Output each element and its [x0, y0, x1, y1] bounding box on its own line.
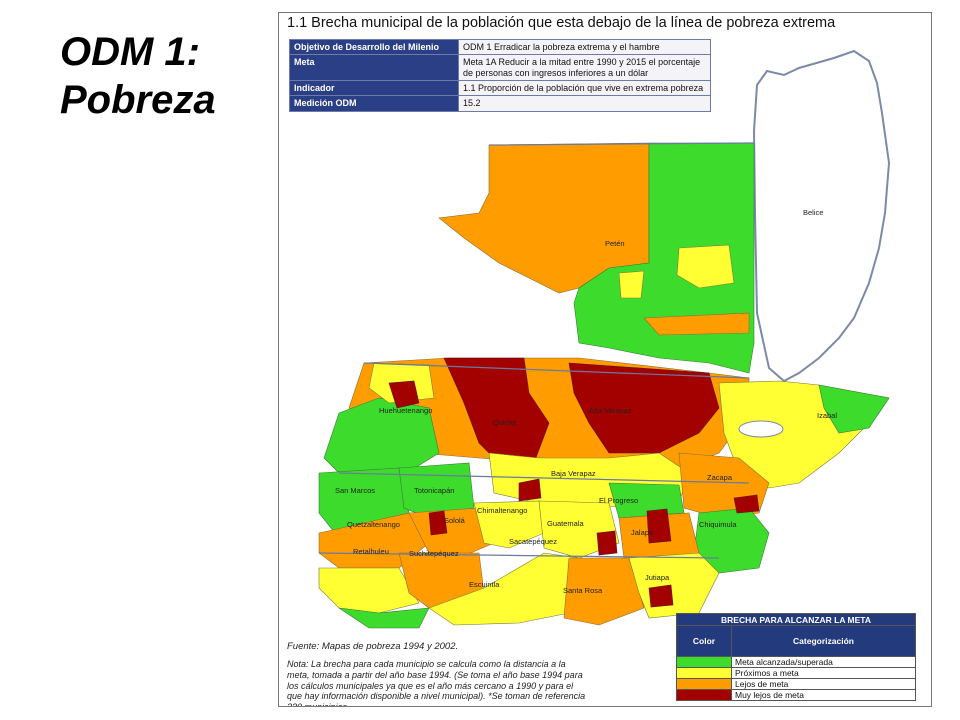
label-retalhuleu: Retalhuleu [353, 547, 389, 556]
legend-title: BRECHA PARA ALCANZAR LA META [676, 613, 916, 626]
table-row: Indicador 1.1 Proporción de la población… [289, 80, 711, 97]
map-panel: Belice Petén Izabal Huehuetenango Quiché… [278, 12, 932, 707]
label-belice: Belice [803, 208, 823, 217]
legend-label: Lejos de meta [731, 678, 916, 690]
label-escuintla: Escuintla [469, 580, 500, 589]
legend-label: Muy lejos de meta [731, 689, 916, 701]
map-source: Fuente: Mapas de pobreza 1994 y 2002. [287, 641, 459, 652]
legend-col-category: Categorización [731, 625, 916, 657]
legend-swatch [676, 667, 732, 679]
label-baja-verapaz: Baja Verapaz [551, 469, 596, 478]
legend-swatch [676, 678, 732, 690]
info-key: Indicador [289, 80, 459, 97]
table-row: Meta Meta 1A Reducir a la mitad entre 19… [289, 54, 711, 82]
legend-header-row: BRECHA PARA ALCANZAR LA META [676, 613, 916, 626]
label-solola: Sololá [444, 516, 466, 525]
poverty-map: Belice Petén Izabal Huehuetenango Quiché… [318, 49, 891, 629]
label-chimaltenango: Chimaltenango [477, 506, 527, 515]
label-santa-rosa: Santa Rosa [563, 586, 603, 595]
info-value: Meta 1A Reducir a la mitad entre 1990 y … [458, 54, 711, 82]
legend-item: Próximos a meta [676, 667, 916, 679]
map-note: Nota: La brecha para cada municipio se c… [287, 659, 586, 706]
legend-item: Lejos de meta [676, 678, 916, 690]
slide-title: ODM 1: Pobreza [60, 30, 216, 122]
table-row: Objetivo de Desarrollo del Milenio ODM 1… [289, 38, 711, 56]
label-chiquimula: Chiquimula [699, 520, 737, 529]
department-border [318, 142, 755, 559]
label-suchitepequez: Suchitepéquez [409, 549, 459, 558]
label-jalapa: Jalapa [631, 528, 654, 537]
map-legend: BRECHA PARA ALCANZAR LA META Color Categ… [676, 613, 916, 701]
region-jutiapa-red [648, 584, 674, 608]
label-totonicapan: Totonicapán [414, 486, 454, 495]
label-quetzaltenango: Quetzaltenango [347, 520, 400, 529]
region-jalapa-red [646, 508, 672, 544]
map-title: 1.1 Brecha municipal de la población que… [287, 15, 836, 31]
label-peten: Petén [605, 239, 625, 248]
label-izabal: Izabal [817, 411, 837, 420]
region-baja-verapaz-red [518, 478, 542, 502]
odm-info-table: Objetivo de Desarrollo del Milenio ODM 1… [289, 38, 711, 112]
legend-label: Meta alcanzada/superada [731, 656, 916, 668]
label-san-marcos: San Marcos [335, 486, 375, 495]
label-guatemala: Guatemala [547, 519, 585, 528]
legend-columns-row: Color Categorización [676, 625, 916, 657]
label-sacatepequez: Sacatepéquez [509, 537, 557, 546]
region-chimaltenango [473, 500, 545, 549]
region-solola-red [428, 510, 448, 536]
label-jutiapa: Jutiapa [645, 573, 670, 582]
region-chiquimula-red [733, 494, 760, 514]
info-key: Meta [289, 54, 459, 82]
region-coast-green [338, 607, 430, 629]
info-value: 1.1 Proporción de la población que vive … [458, 80, 711, 97]
belize-region [752, 49, 891, 383]
info-key: Medición ODM [289, 95, 459, 112]
region-peten-orange-strip [643, 312, 750, 336]
legend-col-color: Color [676, 625, 732, 657]
region-peten-yellow [676, 244, 735, 289]
label-alta-verapaz: Alta Verapaz [589, 406, 632, 415]
region-huehuetenango-red [388, 380, 420, 409]
legend-item: Muy lejos de meta [676, 689, 916, 701]
label-quiche: Quiché [493, 418, 517, 427]
region-retalhuleu [318, 567, 420, 614]
region-izabal-green [818, 384, 890, 434]
region-santa-rosa [563, 557, 645, 626]
table-row: Medición ODM 15.2 [289, 95, 711, 112]
region-peten-yellow-small [618, 270, 645, 299]
region-jalapa-red-2 [596, 530, 618, 556]
info-value: ODM 1 Erradicar la pobreza extrema y el … [458, 38, 711, 56]
legend-item: Meta alcanzada/superada [676, 656, 916, 668]
label-zacapa: Zacapa [707, 473, 733, 482]
info-key: Objetivo de Desarrollo del Milenio [289, 38, 459, 56]
legend-label: Próximos a meta [731, 667, 916, 679]
legend-swatch [676, 656, 732, 668]
label-huehuetenango: Huehuetenango [379, 406, 432, 415]
legend-swatch [676, 689, 732, 701]
info-value: 15.2 [458, 95, 711, 112]
label-el-progreso: El Progreso [599, 496, 638, 505]
lake-izabal [738, 420, 784, 438]
